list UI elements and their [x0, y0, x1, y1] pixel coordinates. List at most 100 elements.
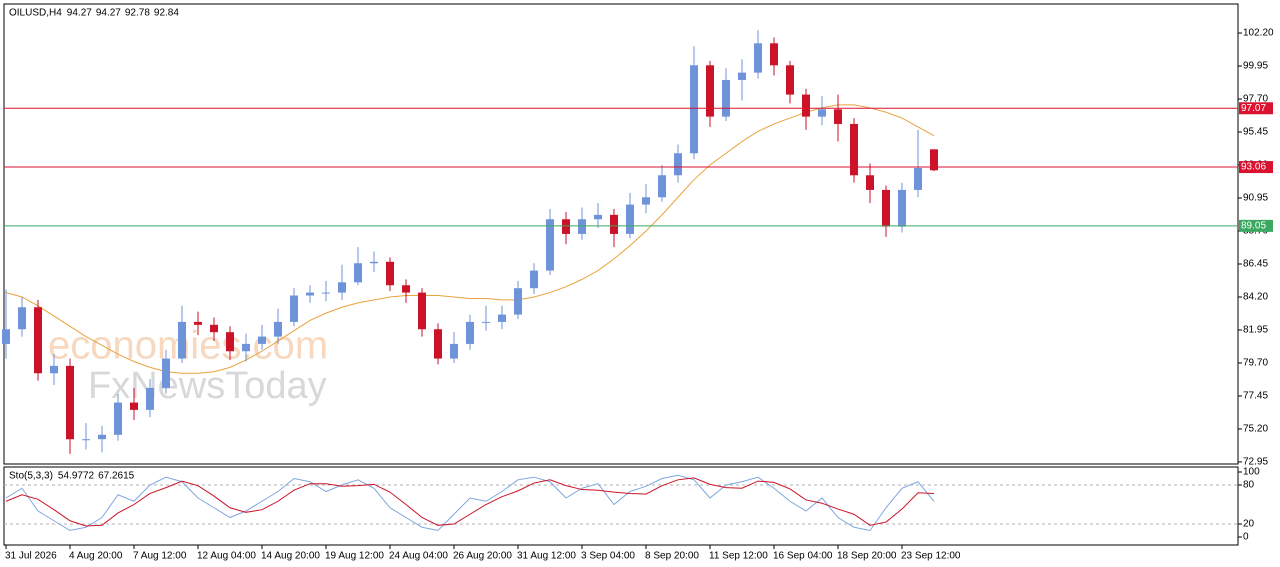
candle-body	[258, 336, 266, 344]
y-tick-label: 102.20	[1243, 28, 1274, 39]
x-tick-label: 31 Aug 12:00	[517, 551, 576, 562]
candle-body	[34, 307, 42, 374]
candle-body	[354, 263, 362, 283]
candle-body	[914, 167, 922, 190]
header-value: 54.9772	[58, 471, 95, 482]
y-tick-label: 75.20	[1243, 424, 1268, 435]
x-tick-label: 18 Sep 20:00	[837, 551, 897, 562]
candle-body	[322, 292, 330, 294]
candle-body	[882, 189, 890, 227]
indicator-title: Sto(5,3,3)	[9, 471, 53, 482]
candle-body	[754, 43, 762, 73]
x-tick-label: 4 Aug 20:00	[69, 551, 123, 562]
x-tick-label: 26 Aug 20:00	[453, 551, 512, 562]
y-tick-label: 72.95	[1243, 457, 1268, 468]
candle-body	[98, 434, 106, 440]
level-label-bg	[1239, 102, 1273, 115]
candle-body	[690, 65, 698, 154]
candle-body	[834, 109, 842, 124]
stochastic-line	[5, 477, 935, 527]
watermark: economies.com	[48, 324, 328, 368]
candle-body	[66, 365, 74, 440]
candle-body	[130, 402, 138, 410]
candle-body	[514, 288, 522, 315]
x-tick-label: 11 Sep 12:00	[709, 551, 768, 562]
level-label-bg	[1239, 219, 1273, 232]
candle-body	[594, 214, 602, 220]
header-value: 92.84	[154, 8, 179, 19]
header-value: 67.2615	[98, 471, 135, 482]
x-tick-label: 31 Jul 2026	[5, 551, 57, 562]
main-panel	[3, 3, 1239, 465]
candle-body	[18, 307, 26, 330]
candle-body	[722, 79, 730, 117]
y-tick-label: 80	[1243, 480, 1255, 491]
y-tick-label: 77.45	[1243, 391, 1268, 402]
candle-body	[530, 270, 538, 289]
y-tick-label: 20	[1243, 519, 1255, 530]
y-tick-label: 97.70	[1243, 94, 1268, 105]
candle-body	[194, 321, 202, 325]
y-tick-label: 79.70	[1243, 358, 1268, 369]
candle-body	[418, 292, 426, 330]
x-tick-label: 23 Sep 12:00	[901, 551, 961, 562]
candle-body	[850, 123, 858, 176]
candle-body	[802, 94, 810, 117]
candle-body	[482, 321, 490, 323]
header-value: 94.27	[67, 8, 92, 19]
candle-body	[658, 175, 666, 198]
y-tick-label: 95.45	[1243, 127, 1268, 138]
candle-body	[738, 72, 746, 80]
candle-body	[818, 109, 826, 117]
candle-body	[146, 387, 154, 410]
candle-body	[50, 365, 58, 374]
header-value: 92.78	[125, 8, 150, 19]
candle-body	[274, 321, 282, 337]
candle-body	[290, 295, 298, 322]
stoch-panel	[3, 466, 1239, 546]
level-label: 97.07	[1241, 103, 1266, 114]
candle-body	[2, 329, 10, 344]
level-label: 89.05	[1241, 221, 1266, 232]
candle-body	[930, 149, 938, 171]
candle-body	[210, 324, 218, 333]
candle-body	[546, 219, 554, 271]
candle-body	[562, 219, 570, 234]
candle-body	[402, 285, 410, 293]
candle-body	[610, 214, 618, 234]
candle-body	[386, 261, 394, 286]
level-label: 93.06	[1241, 162, 1266, 173]
x-tick-label: 8 Sep 20:00	[645, 551, 699, 562]
candle-body	[370, 261, 378, 264]
x-tick-label: 19 Aug 12:00	[325, 551, 384, 562]
candle-body	[450, 343, 458, 359]
level-label-bg	[1239, 161, 1273, 174]
candle-body	[898, 189, 906, 227]
candle-body	[114, 402, 122, 435]
x-tick-label: 14 Aug 20:00	[261, 551, 320, 562]
candle-body	[626, 204, 634, 234]
y-tick-label: 90.95	[1243, 193, 1268, 204]
candle-body	[786, 65, 794, 95]
x-tick-label: 24 Aug 04:00	[389, 551, 448, 562]
x-tick-label: 3 Sep 04:00	[581, 551, 635, 562]
x-tick-label: 16 Sep 04:00	[773, 551, 833, 562]
y-tick-label: 81.95	[1243, 325, 1268, 336]
candle-body	[242, 343, 250, 352]
candle-body	[338, 282, 346, 293]
candle-body	[674, 153, 682, 176]
candle-body	[770, 43, 778, 66]
candle-body	[578, 219, 586, 234]
x-tick-label: 12 Aug 04:00	[197, 551, 256, 562]
indicator-title: OILUSD,H4	[9, 8, 62, 19]
y-tick-label: 0	[1243, 532, 1249, 543]
candle-body	[642, 197, 650, 205]
candle-body	[434, 329, 442, 359]
y-tick-label: 86.45	[1243, 259, 1268, 270]
stochastic-line	[5, 474, 935, 532]
candle-body	[226, 332, 234, 352]
candle-body	[178, 321, 186, 359]
candle-body	[162, 358, 170, 388]
